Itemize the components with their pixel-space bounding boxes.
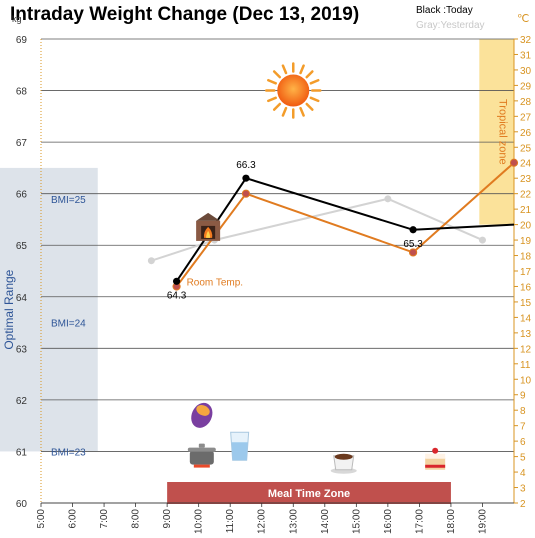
- right-tick-label: 20: [520, 221, 532, 232]
- right-tick-label: 29: [520, 81, 532, 92]
- right-tick-label: 23: [520, 174, 532, 185]
- cooking-pot-icon: [187, 443, 216, 468]
- right-tick-label: 22: [520, 190, 532, 201]
- series-line-yesterday: [151, 197, 483, 262]
- data-point: [147, 257, 155, 265]
- data-point: [242, 174, 250, 182]
- x-tick-label: 14:00: [320, 509, 331, 534]
- chart-title: Intraday Weight Change (Dec 13, 2019): [10, 4, 359, 25]
- sun-icon: [265, 62, 322, 119]
- tropical-zone-label: Tropical zone: [497, 99, 509, 165]
- y-tick-label: 65: [16, 241, 28, 252]
- x-tick-label: 9:00: [162, 509, 173, 529]
- x-tick-label: 6:00: [68, 509, 79, 529]
- y-tick-label: 68: [16, 87, 28, 98]
- right-tick-label: 30: [520, 66, 532, 77]
- y-tick-label: 66: [16, 190, 28, 201]
- glass-of-water-icon: [230, 431, 250, 461]
- legend-today: Black :Today: [416, 5, 473, 16]
- right-tick-label: 13: [520, 329, 532, 340]
- room-temp-label: Room Temp.: [187, 277, 244, 288]
- data-label: 64.3: [167, 290, 187, 301]
- right-tick-label: 27: [520, 112, 532, 123]
- cake-icon: [425, 447, 446, 470]
- legend-yesterday: Gray:Yesterday: [416, 20, 485, 31]
- right-tick-label: 24: [520, 159, 532, 170]
- right-tick-label: 21: [520, 205, 532, 216]
- y-tick-label: 63: [16, 344, 28, 355]
- meal-time-zone-bar: [167, 482, 451, 504]
- x-tick-label: 17:00: [414, 509, 425, 534]
- x-tick-label: 10:00: [194, 509, 205, 534]
- right-tick-label: 26: [520, 128, 532, 139]
- right-tick-label: 7: [520, 422, 526, 433]
- y-tick-label: 67: [16, 138, 28, 149]
- y-tick-label: 62: [16, 396, 28, 407]
- right-tick-label: 31: [520, 50, 532, 61]
- right-tick-label: 3: [520, 484, 526, 495]
- series-line-room-temp-: [175, 161, 515, 288]
- right-tick-label: 19: [520, 236, 532, 247]
- bmi-label: BMI=24: [51, 319, 86, 330]
- data-label: 65.3: [403, 239, 423, 250]
- right-tick-label: 4: [520, 468, 526, 479]
- right-axis-unit: ℃: [517, 13, 529, 25]
- right-tick-label: 14: [520, 313, 532, 324]
- left-axis-unit: kg: [12, 14, 22, 24]
- right-tick-label: 12: [520, 344, 532, 355]
- right-tick-label: 32: [520, 35, 532, 46]
- optimal-range-band: [0, 167, 98, 452]
- optimal-range-label: Optimal Range: [2, 269, 16, 349]
- right-tick-label: 11: [520, 360, 531, 371]
- x-tick-label: 13:00: [288, 509, 299, 534]
- right-tick-label: 5: [520, 453, 526, 464]
- data-label: 66.3: [236, 160, 256, 171]
- sweet-potato-icon: [191, 402, 213, 428]
- x-tick-label: 16:00: [383, 509, 394, 534]
- right-tick-label: 2: [520, 499, 526, 510]
- right-tick-label: 6: [520, 437, 526, 448]
- y-tick-label: 69: [16, 35, 28, 46]
- data-point: [241, 189, 251, 198]
- right-tick-label: 18: [520, 252, 532, 263]
- x-tick-label: 12:00: [257, 509, 268, 534]
- data-point: [509, 158, 519, 167]
- right-tick-label: 9: [520, 391, 526, 402]
- fireplace-icon: [196, 212, 221, 241]
- meal-time-zone-label: Meal Time Zone: [268, 488, 350, 500]
- data-point: [409, 226, 417, 234]
- right-tick-label: 8: [520, 406, 526, 417]
- right-tick-label: 15: [520, 298, 532, 309]
- right-tick-label: 17: [520, 267, 532, 278]
- data-point: [408, 248, 418, 257]
- data-point: [384, 195, 392, 203]
- y-tick-label: 60: [16, 499, 28, 510]
- x-tick-label: 11:00: [225, 509, 236, 534]
- bmi-label: BMI=23: [51, 447, 86, 458]
- right-tick-label: 25: [520, 143, 532, 154]
- x-tick-label: 15:00: [351, 509, 362, 534]
- y-tick-label: 61: [16, 447, 28, 458]
- x-tick-label: 19:00: [477, 509, 488, 534]
- bmi-label: BMI=25: [51, 195, 86, 206]
- right-tick-label: 10: [520, 375, 532, 386]
- data-point: [172, 277, 181, 285]
- x-tick-label: 8:00: [131, 509, 142, 529]
- right-tick-label: 28: [520, 97, 532, 108]
- data-point: [478, 236, 486, 244]
- coffee-cup-icon: [330, 453, 357, 474]
- x-tick-label: 5:00: [36, 509, 47, 529]
- right-tick-label: 16: [520, 282, 532, 293]
- y-tick-label: 64: [16, 293, 28, 304]
- x-tick-label: 18:00: [446, 509, 457, 534]
- x-tick-label: 7:00: [99, 509, 110, 529]
